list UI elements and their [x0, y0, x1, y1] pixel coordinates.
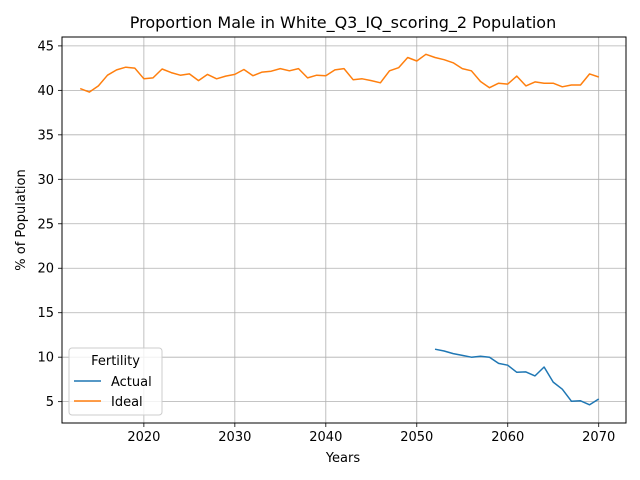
legend-label-ideal: Ideal — [111, 395, 143, 410]
chart-title: Proportion Male in White_Q3_IQ_scoring_2… — [130, 13, 556, 33]
x-tick-label: 2070 — [582, 430, 615, 445]
axis-ticks: 2020 2030 2040 2050 2060 2070 5 10 15 20 25 30 35 40 4… — [37, 39, 615, 445]
y-tick-label: 45 — [37, 39, 54, 54]
y-tick-label: 30 — [37, 173, 54, 188]
x-tick-label: 2060 — [491, 430, 524, 445]
y-tick-label: 15 — [37, 306, 54, 321]
legend-title: Fertility — [91, 354, 140, 369]
x-tick-label: 2050 — [400, 430, 433, 445]
x-tick-label: 2020 — [127, 430, 160, 445]
x-tick-label: 2040 — [309, 430, 342, 445]
legend-label-actual: Actual — [111, 375, 152, 390]
y-tick-label: 5 — [46, 395, 54, 410]
y-tick-label: 10 — [37, 351, 54, 366]
y-tick-label: 40 — [37, 84, 54, 99]
plot-area-frame — [61, 36, 627, 424]
y-axis-title: % of Population — [14, 169, 29, 270]
x-tick-label: 2030 — [218, 430, 251, 445]
x-axis-title: Years — [325, 451, 361, 466]
y-tick-label: 35 — [37, 128, 54, 143]
legend-box — [68, 347, 163, 416]
series-line-actual — [434, 348, 600, 406]
series-lines — [79, 53, 600, 406]
y-tick-label: 20 — [37, 262, 54, 277]
legend: Fertility Actual Ideal — [68, 347, 163, 416]
series-line-ideal — [79, 53, 599, 93]
y-tick-label: 25 — [37, 217, 54, 232]
